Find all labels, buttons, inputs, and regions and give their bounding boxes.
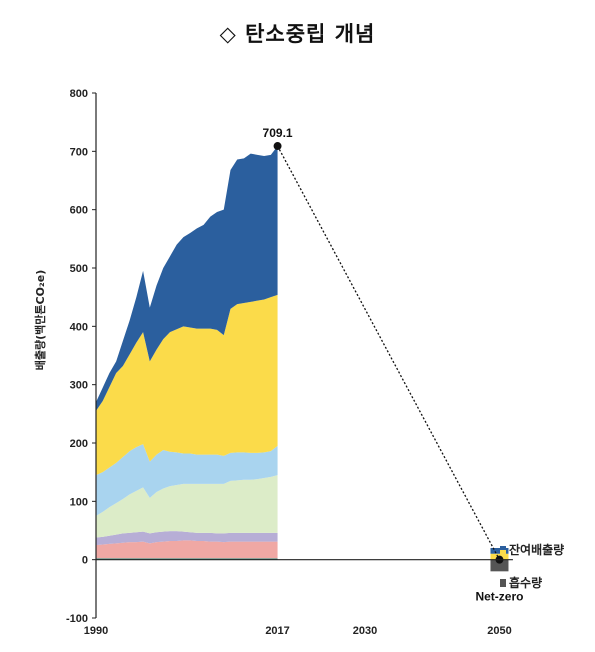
area-layer-3 [96, 531, 278, 546]
y-tick-label: -100 [66, 613, 88, 625]
page-title: ◇ 탄소중립 개념 [219, 22, 376, 46]
area-layer-6 [96, 294, 278, 476]
x-tick-label: 2030 [353, 625, 377, 637]
y-tick-label: 100 [70, 496, 88, 508]
area-layer-4 [96, 475, 278, 538]
legend-label: 잔여배출량 [509, 542, 564, 557]
area-layer-7 [96, 146, 278, 411]
x-ticks: 1990 2017 2030 2050 [84, 625, 512, 637]
legend-label: 흡수량 [509, 575, 542, 590]
y-tick-label: 200 [70, 438, 88, 450]
trend-line [276, 145, 501, 560]
area-layer-5 [96, 444, 278, 516]
y-tick-label: 500 [70, 263, 88, 275]
y-axis-label: 배출량(백만톤CO₂e) [33, 270, 47, 370]
target-label: Net-zero [475, 590, 523, 604]
y-tick-label: 700 [70, 146, 88, 158]
legend-swatch [500, 550, 506, 554]
y-tick-label: 800 [70, 88, 88, 100]
y-tick-label: 600 [70, 205, 88, 217]
axes [95, 93, 513, 618]
y-tick-label: 300 [70, 380, 88, 392]
x-tick-label: 1990 [84, 625, 108, 637]
y-tick-label: 400 [70, 321, 88, 333]
absorption-bar [490, 559, 509, 572]
x-tick-label: 2050 [487, 625, 511, 637]
y-ticks: -100 0 100 200 300 400 500 600 700 800 [66, 88, 96, 625]
peak-label: 709.1 [263, 126, 293, 140]
peak-point [273, 142, 282, 151]
y-tick-label: 0 [82, 555, 88, 567]
emission-areas [96, 146, 278, 560]
legend-swatch [500, 546, 506, 550]
x-tick-label: 2017 [265, 625, 289, 637]
residual-bar-upper [490, 548, 509, 554]
legend-swatch [500, 579, 506, 587]
area-layer-2 [96, 540, 278, 559]
